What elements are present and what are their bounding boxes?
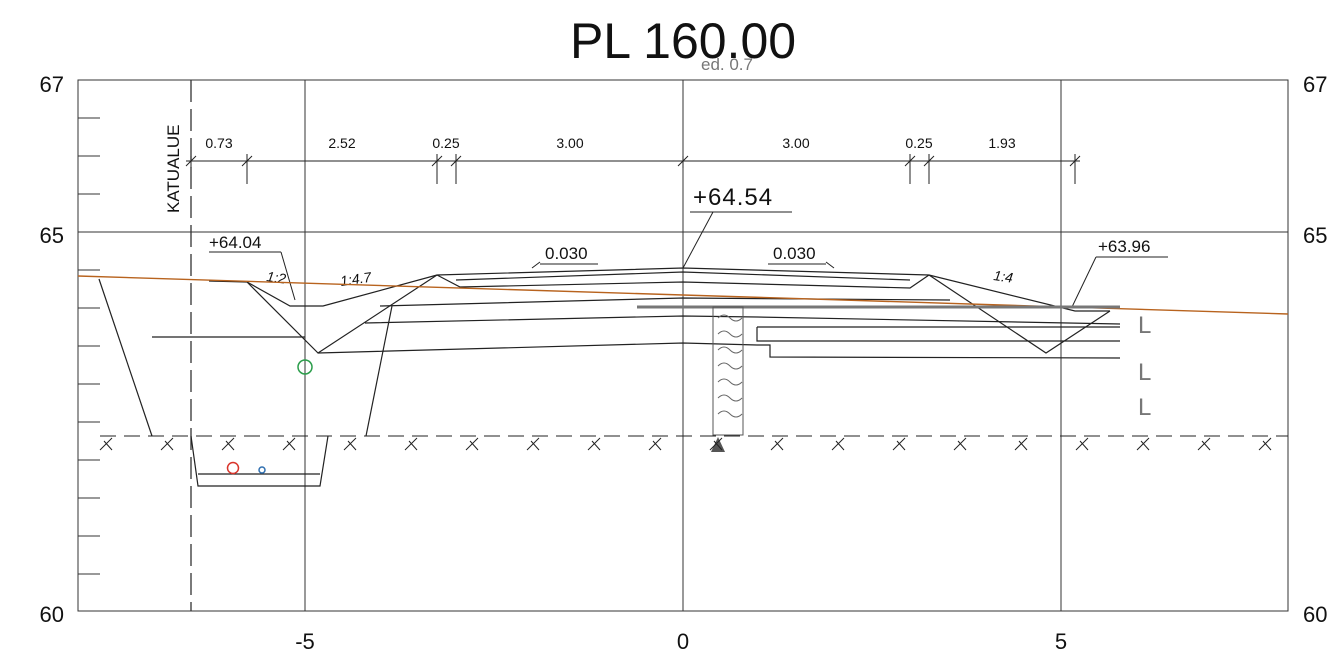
- dim-0-25-right: 0.25: [905, 135, 932, 151]
- y-label-65-left: 65: [40, 223, 64, 248]
- y-label-67-left: 67: [40, 72, 64, 97]
- x-label-minus5: -5: [295, 629, 315, 654]
- pipe-blue: [258, 466, 266, 474]
- street-area-label: KATUALUE: [164, 125, 183, 214]
- dim-2-52: 2.52: [328, 135, 355, 151]
- pipe-green: [297, 359, 313, 375]
- y-label-60-right: 60: [1303, 602, 1327, 627]
- y-label-67-right: 67: [1303, 72, 1327, 97]
- slope-label-1-4: 1:4: [993, 267, 1015, 286]
- elevation-right: +63.96: [1098, 237, 1150, 256]
- x-label-0: 0: [677, 629, 689, 654]
- dim-1-93: 1.93: [988, 135, 1015, 151]
- dimension-line: [185, 154, 1081, 184]
- dim-0-73: 0.73: [205, 135, 232, 151]
- pipe-red: [226, 461, 240, 475]
- retaining-wall: [711, 306, 744, 452]
- elevation-center: +64.54: [693, 184, 773, 211]
- section-title: PL 160.00: [570, 13, 796, 69]
- layer-mark-1: L: [1138, 312, 1151, 339]
- crossfall-right: 0.030: [773, 244, 816, 263]
- slope-label-1-2: 1:2: [266, 268, 288, 287]
- bedrock-hatching: [99, 437, 1272, 451]
- layer-mark-2: L: [1138, 359, 1151, 386]
- dim-0-25-left: 0.25: [432, 135, 459, 151]
- slope-label-1-4-7: 1:4.7: [339, 269, 373, 289]
- edition-label: ed. 0.7: [701, 55, 753, 74]
- y-label-65-right: 65: [1303, 223, 1327, 248]
- road-structure: [98, 267, 1121, 487]
- dim-3-00-right: 3.00: [782, 135, 809, 151]
- elevation-left: +64.04: [209, 233, 261, 252]
- x-label-5: 5: [1055, 629, 1067, 654]
- crossfall-left: 0.030: [545, 244, 588, 263]
- y-axis-ticks: [78, 117, 100, 575]
- layer-mark-3: L: [1138, 394, 1151, 421]
- dim-3-00-left: 3.00: [556, 135, 583, 151]
- y-label-60-left: 60: [40, 602, 64, 627]
